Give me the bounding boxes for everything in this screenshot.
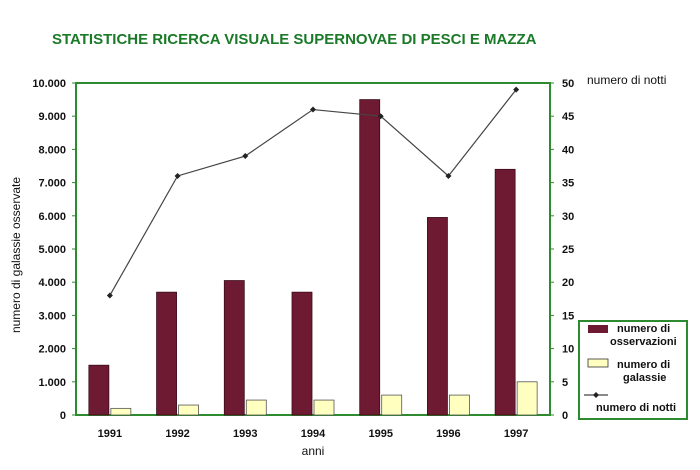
y-tick-label: 9.000 (38, 111, 66, 123)
x-tick-label: 1995 (368, 428, 392, 440)
y-tick-label: 1.000 (38, 377, 66, 389)
bar-osservazioni (291, 291, 313, 416)
bar-osservazioni (223, 280, 245, 416)
y-tick-label: 10.000 (32, 78, 66, 90)
bar-galassie (245, 399, 267, 416)
y-axis-title: numero di galassie osservate (9, 177, 23, 333)
y2-tick-label: 50 (562, 78, 574, 90)
y2-tick-label: 0 (562, 410, 568, 422)
legend-swatch-osservazioni (588, 325, 608, 333)
y2-tick-label: 40 (562, 144, 574, 156)
y2-tick-label: 45 (562, 111, 574, 123)
y2-axis-title: numero di notti (587, 73, 666, 87)
y2-tick-label: 10 (562, 344, 574, 356)
x-axis-ticks: 1991 1992 1993 1994 1995 1996 1997 (98, 428, 529, 440)
y2-axis-ticks: 0 5 10 15 20 25 30 35 40 45 50 (550, 78, 574, 422)
x-tick-label: 1992 (165, 428, 189, 440)
bar-osservazioni (156, 291, 177, 416)
plot-frame (75, 82, 551, 416)
bar-osservazioni (88, 364, 110, 416)
bar-osservazioni (494, 168, 516, 416)
line-point-notti (445, 172, 452, 179)
x-tick-label: 1997 (504, 428, 528, 440)
y2-tick-label: 35 (562, 178, 574, 190)
y-tick-label: 4.000 (38, 277, 66, 289)
legend-frame (578, 320, 688, 420)
y-tick-label: 2.000 (38, 344, 66, 356)
line-notti (109, 89, 517, 296)
y2-tick-label: 20 (562, 277, 574, 289)
bar-galassie (178, 404, 199, 416)
x-axis-title: anni (302, 444, 325, 458)
y2-tick-label: 15 (562, 310, 574, 322)
bar-osservazioni (427, 217, 448, 416)
line-point-notti (377, 113, 384, 120)
x-tick-label: 1991 (98, 428, 122, 440)
x-tick-label: 1996 (436, 428, 460, 440)
line-point-notti (513, 86, 520, 93)
bar-galassie (516, 381, 538, 416)
legend-label-notti: numero di notti (596, 402, 676, 414)
line-series (106, 86, 520, 299)
legend-label-osservazioni-2: osservazioni (610, 336, 677, 348)
bar-osservazioni (359, 99, 381, 416)
bar-galassie (449, 394, 470, 416)
bar-galassie (110, 407, 132, 416)
y-tick-label: 7.000 (38, 178, 66, 190)
legend-swatch-galassie (587, 358, 609, 368)
line-point-notti (106, 292, 113, 299)
legend: numero di osservazioni numero di galassi… (578, 320, 688, 420)
legend-label-galassie-1: numero di (617, 359, 670, 371)
line-point-notti (242, 153, 249, 160)
y-tick-label: 0 (60, 410, 66, 422)
line-point-notti (174, 172, 181, 179)
legend-swatch-notti-marker (593, 392, 599, 398)
y2-tick-label: 25 (562, 244, 574, 256)
x-tick-label: 1993 (233, 428, 257, 440)
y2-tick-label: 5 (562, 377, 568, 389)
legend-label-galassie-2: galassie (623, 372, 666, 384)
y-tick-label: 8.000 (38, 144, 66, 156)
y-tick-label: 6.000 (38, 211, 66, 223)
line-point-notti (310, 106, 316, 113)
y2-tick-label: 30 (562, 211, 574, 223)
y-tick-label: 3.000 (38, 310, 66, 322)
chart-title: STATISTICHE RICERCA VISUALE SUPERNOVAE D… (52, 31, 537, 48)
x-tick-label: 1994 (301, 428, 326, 440)
y-tick-label: 5.000 (38, 244, 66, 256)
bar-galassie (313, 399, 335, 416)
legend-label-osservazioni-1: numero di (617, 323, 670, 335)
y-axis-ticks: 0 1.000 2.000 3.000 4.000 5.000 6.000 7.000 8.00… (32, 78, 76, 422)
bar-galassie (381, 394, 403, 416)
bars (88, 99, 538, 416)
